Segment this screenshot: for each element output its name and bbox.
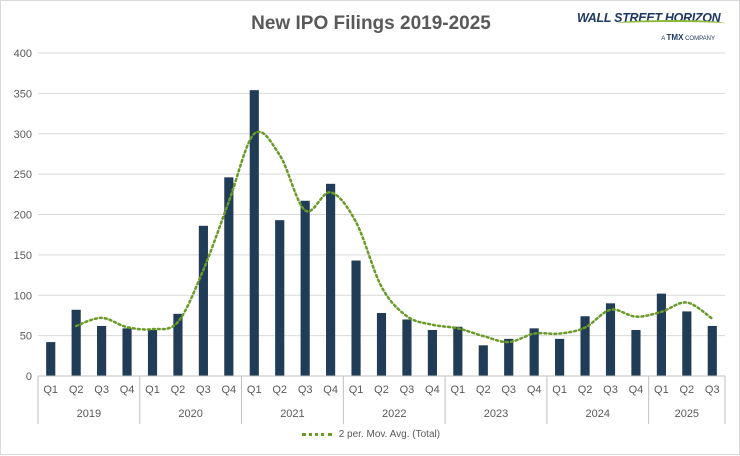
x-tick-label: Q2 xyxy=(476,384,491,396)
year-group-label: 2022 xyxy=(382,408,406,420)
x-tick-label: Q2 xyxy=(679,384,694,396)
year-group-label: 2021 xyxy=(280,408,304,420)
year-group-label: 2023 xyxy=(484,408,508,420)
bar xyxy=(656,293,666,376)
x-tick-label: Q3 xyxy=(705,384,720,396)
y-tick-label: 100 xyxy=(14,290,32,302)
logo-tagline: A TMX COMPANY xyxy=(661,33,715,42)
legend-label: 2 per. Mov. Avg. (Total) xyxy=(338,429,441,440)
bar xyxy=(504,338,514,376)
x-tick-label: Q1 xyxy=(349,384,364,396)
bar xyxy=(249,90,259,377)
bar xyxy=(326,183,336,376)
moving-average-line xyxy=(74,130,714,344)
bar xyxy=(275,220,285,376)
y-tick-label: 0 xyxy=(26,371,32,383)
x-tick-label: Q2 xyxy=(171,384,186,396)
bar xyxy=(351,260,361,376)
x-tick-label: Q4 xyxy=(629,384,644,396)
bar xyxy=(224,177,234,376)
bar xyxy=(631,329,641,376)
bar xyxy=(707,325,717,376)
year-group-label: 2025 xyxy=(675,408,699,420)
bar xyxy=(580,316,590,376)
legend-swatch xyxy=(301,432,332,436)
x-tick-label: Q2 xyxy=(272,384,287,396)
bar xyxy=(147,329,158,376)
x-tick-label: Q3 xyxy=(501,384,516,396)
bar xyxy=(173,313,183,376)
bar xyxy=(376,313,387,376)
x-tick-label: Q3 xyxy=(400,384,415,396)
year-group-label: 2019 xyxy=(77,408,101,420)
y-tick-label: 250 xyxy=(14,169,32,181)
chart-title: New IPO Filings 2019-2025 xyxy=(251,13,491,34)
x-tick-label: Q4 xyxy=(527,384,542,396)
bar xyxy=(46,342,56,376)
x-tick-label: Q3 xyxy=(94,384,109,396)
x-tick-label: Q3 xyxy=(298,384,313,396)
x-tick-label: Q3 xyxy=(603,384,618,396)
y-tick-label: 200 xyxy=(14,210,32,222)
y-tick-label: 50 xyxy=(20,331,32,343)
x-tick-label: Q1 xyxy=(43,384,58,396)
bar xyxy=(555,338,565,376)
y-tick-label: 400 xyxy=(14,48,32,60)
logo-swoosh xyxy=(617,20,725,27)
x-tick-label: Q1 xyxy=(552,384,567,396)
x-tick-label: Q4 xyxy=(120,384,135,396)
bar xyxy=(71,309,81,376)
bar xyxy=(198,225,208,376)
x-tick-label: Q3 xyxy=(196,384,211,396)
bar xyxy=(402,319,412,376)
bar xyxy=(529,328,539,376)
y-tick-label: 150 xyxy=(14,250,32,262)
y-tick-label: 300 xyxy=(14,129,32,141)
bar xyxy=(682,311,692,376)
company-logo: WALL STREET HORIZON A TMX COMPANY xyxy=(577,11,727,51)
bar xyxy=(97,325,107,376)
logo-tagline-prefix: A xyxy=(661,36,665,42)
bar xyxy=(122,328,132,376)
legend: 2 per. Mov. Avg. (Total) xyxy=(1,429,740,440)
x-tick-label: Q1 xyxy=(450,384,465,396)
y-tick-label: 350 xyxy=(14,88,32,100)
year-group-label: 2024 xyxy=(586,408,610,420)
x-tick-label: Q2 xyxy=(69,384,84,396)
x-tick-label: Q1 xyxy=(654,384,669,396)
year-group-label: 2020 xyxy=(178,408,202,420)
bar xyxy=(453,326,463,376)
x-tick-label: Q2 xyxy=(578,384,593,396)
x-tick-label: Q1 xyxy=(145,384,160,396)
bar xyxy=(427,329,437,376)
logo-tagline-suffix: COMPANY xyxy=(685,36,715,42)
bar xyxy=(605,303,616,376)
x-tick-label: Q2 xyxy=(374,384,389,396)
x-tick-label: Q1 xyxy=(247,384,262,396)
x-tick-label: Q4 xyxy=(221,384,236,396)
x-tick-label: Q4 xyxy=(425,384,440,396)
logo-tagline-brand: TMX xyxy=(666,33,684,42)
bar xyxy=(478,345,488,376)
bar xyxy=(300,200,310,376)
x-tick-label: Q4 xyxy=(323,384,338,396)
